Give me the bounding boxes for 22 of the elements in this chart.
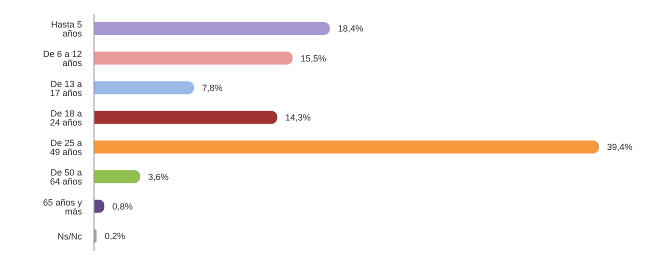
- bar: [94, 81, 194, 94]
- y-tick-label: De 18 a 24 años: [50, 108, 82, 128]
- bar: [94, 52, 293, 65]
- data-label: 0,8%: [112, 201, 133, 212]
- bar: [94, 140, 599, 154]
- y-tick-label: Ns/Nc: [58, 231, 82, 242]
- y-tick-label: De 50 a 64 años: [50, 168, 82, 187]
- data-label: 15,5%: [300, 53, 326, 64]
- bar: [94, 22, 330, 35]
- data-label: 7,8%: [202, 82, 222, 93]
- bar: [94, 170, 140, 184]
- data-label: 39,4%: [607, 142, 633, 152]
- data-label: 14,3%: [285, 112, 311, 123]
- y-tick-label: De 25 a 49 años: [50, 138, 82, 158]
- y-tick-label: 65 años y más: [42, 197, 82, 216]
- y-tick-label: De 6 a 12 años: [42, 49, 82, 68]
- data-label: 0,2%: [104, 231, 126, 242]
- y-tick-label: Hasta 5 años: [50, 20, 82, 39]
- data-label: 3,6%: [148, 172, 169, 182]
- data-label: 18,4%: [338, 24, 364, 34]
- y-tick-label: De 13 a 17 años: [50, 78, 82, 98]
- bar: [94, 110, 278, 124]
